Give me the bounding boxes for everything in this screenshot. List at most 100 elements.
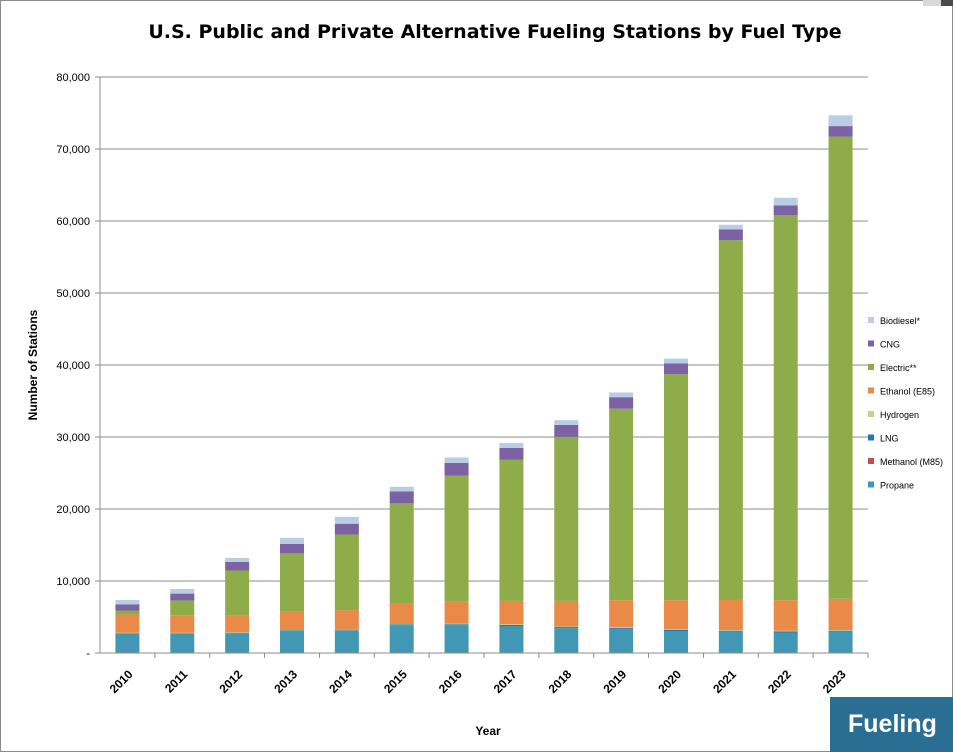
- bar-segment: [499, 600, 524, 625]
- bar-segment: [115, 614, 140, 633]
- bar-segment: [444, 624, 469, 626]
- fueling-badge: Fueling: [830, 697, 953, 752]
- bar-segment: [170, 588, 195, 594]
- bar-segment: [828, 136, 853, 599]
- bar-segment: [334, 631, 359, 653]
- x-axis-label: Year: [475, 724, 501, 738]
- bar-segment: [609, 397, 634, 409]
- bar-segment: [170, 593, 195, 601]
- chart-title: U.S. Public and Private Alternative Fuel…: [148, 21, 841, 43]
- bar-segment: [609, 408, 634, 601]
- bar-segment: [554, 627, 579, 629]
- legend-label: CNG: [880, 340, 900, 350]
- x-tick-label: 2023: [820, 667, 849, 696]
- bar-segment: [389, 625, 414, 653]
- legend-swatch: [868, 411, 874, 417]
- bar-segment: [773, 205, 798, 216]
- bar-segment: [828, 115, 853, 127]
- bar-segment: [225, 557, 250, 562]
- bar-segment: [499, 626, 524, 653]
- bar-segment: [554, 628, 579, 653]
- bar-segment: [115, 600, 140, 605]
- bar-segment: [664, 363, 688, 375]
- x-tick-label: 2018: [546, 667, 575, 696]
- bar-segment: [444, 623, 469, 625]
- bar-segment: [444, 625, 469, 653]
- bar-segment: [444, 475, 469, 602]
- bar-segment: [609, 627, 634, 629]
- y-axis-ticks: - 10,000 20,000 30,000 40,000 50,000 60,000 70,…: [56, 72, 100, 660]
- x-tick-label: 2010: [107, 667, 136, 696]
- x-tick-label: 2019: [600, 667, 629, 696]
- bar-segment: [773, 631, 798, 633]
- bar-segment: [115, 604, 140, 611]
- x-tick-label: 2017: [491, 667, 520, 696]
- legend: Biodiesel* CNG Electric** Ethanol (E85) Hydr…: [868, 316, 943, 491]
- y-tick-label: 50,000: [56, 288, 90, 300]
- bar-segment: [718, 240, 743, 600]
- corner-decoration: [923, 0, 953, 6]
- bar-segment: [828, 126, 853, 137]
- bar-segment: [828, 630, 853, 632]
- x-tick-label: 2014: [326, 667, 355, 696]
- bar-segment: [170, 600, 195, 616]
- legend-label: Electric**: [880, 363, 917, 373]
- bar-segment: [280, 611, 304, 631]
- bar-segment: [389, 624, 414, 626]
- legend-swatch: [868, 387, 874, 394]
- x-tick-label: 2015: [381, 667, 410, 696]
- bar-segment: [334, 523, 359, 535]
- bar-segment: [609, 627, 634, 628]
- legend-label: Methanol (M85): [880, 457, 943, 467]
- bar-segment: [170, 633, 195, 653]
- bar-segment: [718, 224, 743, 230]
- corner-decoration-dark: [941, 0, 953, 6]
- y-tick-label: 10,000: [56, 576, 90, 588]
- bar-segment: [773, 600, 798, 631]
- gridlines: [99, 76, 868, 654]
- bar-segment: [718, 630, 743, 632]
- bar-segment: [389, 491, 414, 504]
- bar-segment: [828, 598, 853, 631]
- bar-segment: [664, 600, 688, 630]
- bar-segment: [444, 462, 469, 476]
- bar-segment: [609, 392, 634, 398]
- x-tick-label: 2011: [162, 667, 191, 696]
- bar-segment: [499, 459, 524, 601]
- legend-label: LNG: [880, 434, 899, 444]
- y-tick-label: 40,000: [56, 360, 90, 372]
- bar-segment: [554, 420, 579, 425]
- bar-segment: [664, 374, 688, 601]
- bar-segment: [280, 631, 304, 653]
- legend-label: Biodiesel*: [880, 316, 921, 326]
- bar-segment: [718, 631, 743, 653]
- bar-segment: [609, 628, 634, 653]
- bar-segment: [664, 631, 688, 653]
- x-axis-ticks: 2010 2011 2012 2013 2014 2015 2016 2017 2018 2019…: [100, 652, 869, 696]
- bar-segment: [664, 629, 688, 630]
- legend-swatch: [868, 481, 874, 488]
- bar-segment: [664, 358, 688, 364]
- legend-label: Hydrogen: [880, 410, 919, 420]
- legend-label: Propane: [880, 481, 914, 491]
- bar-segment: [664, 629, 688, 632]
- x-tick-label: 2016: [436, 667, 465, 696]
- bars: [115, 115, 853, 653]
- bar-segment: [554, 436, 579, 601]
- bar-segment: [828, 631, 853, 653]
- bar-segment: [828, 630, 853, 631]
- y-tick-label: 60,000: [56, 216, 90, 228]
- bar-segment: [115, 610, 140, 615]
- bar-segment: [499, 447, 524, 460]
- bar-segment: [554, 626, 579, 628]
- bar-segment: [389, 486, 414, 492]
- bar-segment: [225, 570, 250, 616]
- bar-segment: [225, 615, 250, 633]
- bar-segment: [773, 215, 798, 601]
- bar-segment: [444, 457, 469, 463]
- bar-segment: [773, 632, 798, 653]
- x-tick-label: 2013: [271, 667, 300, 696]
- bar-segment: [773, 197, 798, 206]
- bar-segment: [225, 633, 250, 653]
